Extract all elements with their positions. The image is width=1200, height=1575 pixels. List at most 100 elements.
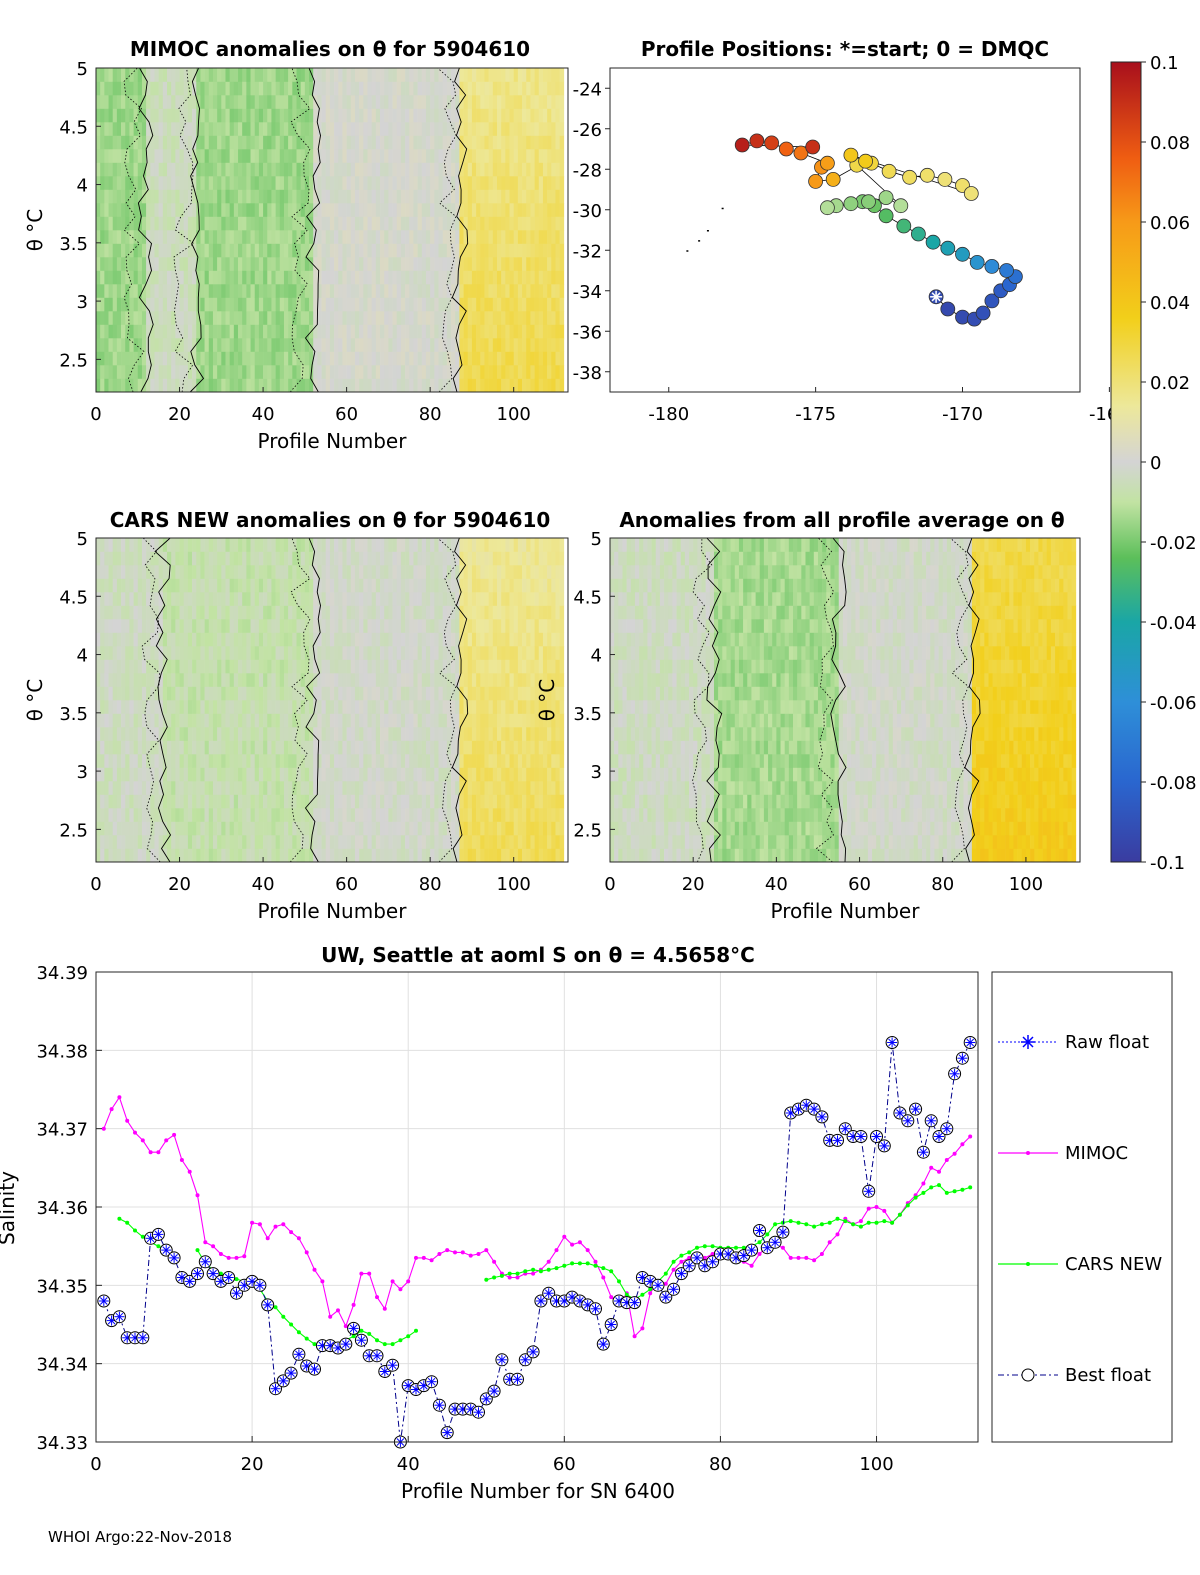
mimoc-cell [496, 230, 502, 244]
cars-cell [254, 619, 260, 633]
mimoc-cell [263, 135, 268, 150]
cars-cell [275, 673, 281, 687]
mimoc-cell [212, 324, 218, 339]
cars-cell [100, 538, 105, 552]
cars-cell [425, 686, 431, 701]
cars-cell [167, 578, 172, 593]
mimoc-cell [200, 176, 205, 190]
cars-cell [267, 538, 272, 552]
cars-cell [200, 835, 205, 849]
mimoc-cell [133, 351, 139, 366]
cars-cell [354, 605, 360, 620]
mimoc-cell [154, 216, 159, 231]
mimoc-cell [513, 176, 519, 190]
cars-cell [350, 659, 356, 674]
cars-cell [329, 781, 335, 795]
cars-cell [446, 659, 452, 674]
cars-cell [212, 686, 218, 701]
cars-cell [171, 727, 176, 741]
mimoc-cell [158, 122, 164, 136]
mimoc-cell [513, 311, 519, 325]
cars-cell [250, 592, 256, 606]
cars-cell [300, 565, 306, 579]
mimoc-cell [275, 351, 281, 366]
cars-cell [342, 578, 347, 593]
cars-cell [442, 727, 448, 741]
mimoc-cell [446, 338, 452, 352]
mimoc-cell [405, 284, 410, 298]
mimoc-cell [179, 135, 185, 150]
mimoc-cell [225, 176, 230, 190]
mimoc-cell [509, 284, 514, 298]
cars-cell [288, 700, 293, 714]
cars-cell [162, 632, 168, 647]
cars-cell [108, 686, 114, 701]
mimoc-cell [430, 216, 435, 231]
mimoc-cell [309, 68, 314, 82]
cars-cell [296, 781, 301, 795]
mimoc-cell [283, 338, 289, 352]
cars-cell [451, 700, 456, 714]
mimoc-cell [129, 257, 134, 271]
mimoc-cell [250, 176, 256, 190]
mimoc-cell [451, 378, 456, 393]
mimoc-cell [221, 135, 226, 150]
mimoc-cell [204, 149, 210, 163]
mimoc-cell [300, 203, 306, 217]
mimoc-cell [196, 135, 201, 150]
mimoc-cell [380, 338, 385, 352]
mimoc-cell [196, 257, 201, 271]
mimoc-cell [446, 378, 452, 393]
mimoc-cell [238, 108, 243, 123]
mimoc-cell [388, 149, 393, 163]
mimoc-cell [196, 324, 201, 339]
cars-cell [250, 659, 256, 674]
mimoc-cell [396, 297, 402, 312]
cars-cell [350, 538, 356, 552]
cars-cell [212, 713, 218, 728]
mimoc-cell [367, 311, 372, 325]
mimoc-cell [359, 216, 364, 231]
mimoc-cell [438, 338, 443, 352]
cars-cell [455, 632, 460, 647]
cars-cell [204, 538, 210, 552]
mimoc-cell [325, 351, 331, 366]
mimoc-cell [154, 243, 159, 258]
mimoc-cell [242, 216, 247, 231]
mimoc-cell [484, 68, 489, 82]
cars-cell [388, 659, 393, 674]
cars-cell [417, 605, 423, 620]
mimoc-cell [534, 365, 540, 379]
cars-cell [334, 794, 339, 809]
cars-cell [359, 794, 364, 809]
cars-cell [459, 673, 464, 687]
mimoc-cell [141, 149, 147, 163]
cars-cell [405, 740, 410, 755]
mimoc-cell [413, 216, 418, 231]
mimoc-cell [263, 324, 268, 339]
mimoc-cell [288, 351, 293, 366]
mimoc-cell [158, 297, 164, 312]
mimoc-cell [125, 149, 130, 163]
mimoc-cell [513, 135, 519, 150]
mimoc-cell [359, 338, 364, 352]
mimoc-cell [501, 108, 506, 123]
cars-cell [204, 659, 210, 674]
mimoc-cell [334, 230, 339, 244]
mimoc-cell [238, 324, 243, 339]
mimoc-cell [476, 203, 481, 217]
mimoc-cell [158, 203, 164, 217]
mimoc-cell [421, 284, 427, 298]
mimoc-cell [480, 311, 485, 325]
cars-cell [108, 781, 114, 795]
mimoc-cell [488, 189, 494, 204]
mimoc-cell [242, 257, 247, 271]
cars-cell [217, 808, 222, 822]
cars-cell [459, 578, 464, 593]
mimoc-cell [484, 189, 489, 204]
mimoc-cell [484, 365, 489, 379]
cars-cell [438, 605, 443, 620]
mimoc-cell [304, 378, 310, 393]
cars-cell [187, 538, 193, 552]
cars-cell [384, 713, 389, 728]
